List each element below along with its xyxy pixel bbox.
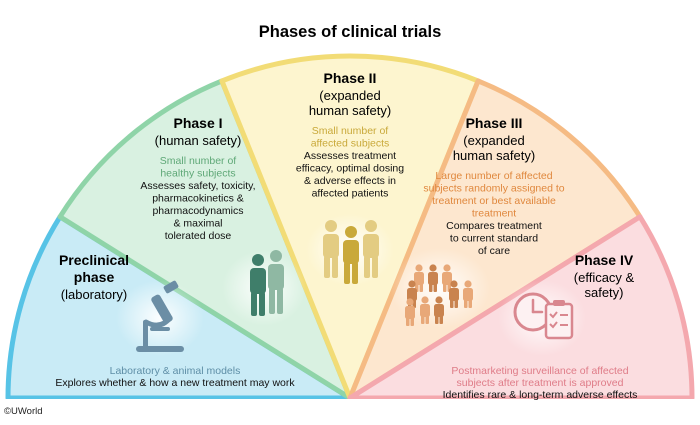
phase1-body-line: pharmacokinetics & (152, 193, 244, 205)
copyright-text: ©UWorld (4, 406, 43, 417)
clock-checklist-icon (513, 292, 574, 340)
phase4-section: Phase IV (efficacy & safety) Postmarketing … (443, 252, 638, 401)
phase2-section: Phase II (expanded human safety) Small numb… (296, 70, 404, 286)
phase2-body-line: affected patients (312, 188, 389, 200)
crowd-person-icon (449, 280, 459, 308)
phase4-text: Phase IV (efficacy & safety) Postmarketing … (443, 252, 638, 401)
phase1-body-line: Assesses safety, toxicity, (140, 180, 255, 192)
preclinical-text: Preclinical phase (laboratory) Laboratory &… (55, 252, 295, 389)
phase2-body-line: Assesses treatment (304, 150, 396, 162)
preclinical-icon-glow (116, 280, 204, 356)
phase4-subtitle-line: (efficacy & (574, 270, 635, 285)
preclinical-body-line: Explores whether & how a new treatment m… (55, 377, 295, 389)
phase3-section: Phase III (expanded human safety) Large num… (390, 115, 565, 328)
two-people-icon (250, 250, 284, 316)
preclinical-colored-line: Laboratory & animal models (110, 365, 241, 377)
phase4-colored-line: Postmarketing surveillance of affected (451, 365, 628, 377)
phase3-colored-line: treatment or best available (432, 195, 556, 207)
phase2-heading-line: Phase II (324, 70, 377, 86)
base-mask (0, 399, 700, 420)
phase1-subtitle-line: (human safety) (155, 133, 242, 148)
phase1-section: Phase I (human safety) Small number of heal… (140, 115, 306, 326)
preclinical-section: Preclinical phase (laboratory) Laboratory &… (55, 252, 295, 389)
phase1-body-line: & maximal (173, 218, 222, 230)
phase3-heading-line: Phase III (466, 115, 523, 131)
crowd-icon (405, 264, 473, 326)
phase4-body-line: Identifies rare & long-term adverse effe… (443, 389, 638, 401)
diagram-title: Phases of clinical trials (259, 23, 442, 41)
phase1-body-line: tolerated dose (165, 230, 232, 242)
phase1-text: Phase I (human safety) Small number of heal… (140, 115, 255, 242)
phase4-subtitle-line: safety) (584, 285, 623, 300)
crowd-person-icon (420, 296, 430, 324)
crowd-person-icon (434, 296, 444, 324)
phase3-subtitle-line: human safety) (453, 148, 535, 163)
phase3-body-line: Compares treatment (446, 220, 542, 232)
microscope-icon (136, 280, 184, 352)
preclinical-heading-line: Preclinical (59, 252, 129, 268)
crowd-person-icon (405, 298, 415, 326)
phase3-colored-line: treatment (472, 208, 516, 220)
phase3-body-line: of care (478, 245, 510, 257)
phase1-heading-line: Phase I (173, 115, 222, 131)
phase1-colored-line: healthy subjects (160, 168, 235, 180)
preclinical-subtitle-line: (laboratory) (61, 287, 127, 302)
crowd-person-icon (463, 280, 473, 308)
crowd-person-icon (428, 264, 438, 292)
phase4-colored-line: subjects after treatment is approved (457, 377, 624, 389)
preclinical-heading-line: phase (74, 269, 115, 285)
phase4-heading-line: Phase IV (575, 252, 634, 268)
phase3-body-line: to current standard (450, 233, 538, 245)
phase2-text: Phase II (expanded human safety) Small numb… (296, 70, 404, 200)
phase2-colored-line: affected subjects (311, 138, 390, 150)
phase2-body-line: efficacy, optimal dosing (296, 163, 404, 175)
phase1-colored-line: Small number of (160, 155, 237, 167)
phase3-colored-line: subjects randomly assigned to (423, 183, 564, 195)
phase2-colored-line: Small number of (312, 125, 389, 137)
phase2-subtitle-line: (expanded (319, 88, 380, 103)
phase3-colored-line: Large number of affected (435, 170, 552, 182)
phase2-body-line: & adverse effects in (304, 175, 396, 187)
phase3-subtitle-line: (expanded (463, 133, 524, 148)
phase2-subtitle-line: human safety) (309, 103, 391, 118)
phase3-text: Phase III (expanded human safety) Large num… (423, 115, 564, 257)
three-people-icon (323, 220, 379, 284)
phase1-body-line: pharmacodynamics (152, 205, 243, 217)
